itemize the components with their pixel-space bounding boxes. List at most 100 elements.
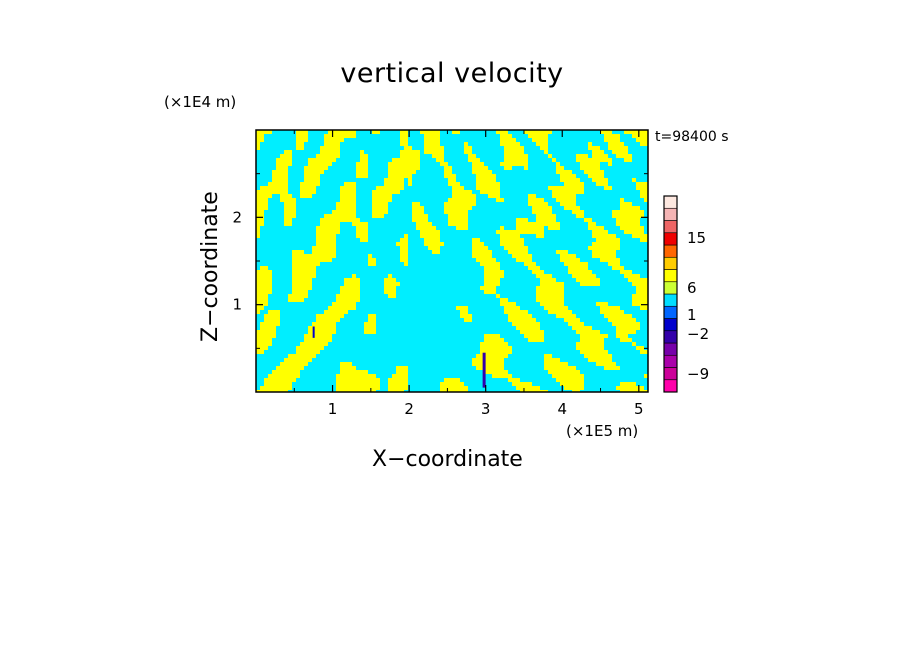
heatmap-cell (596, 254, 600, 258)
heatmap-cell (304, 130, 308, 134)
heatmap-cell (620, 198, 624, 202)
heatmap-cell (640, 194, 644, 198)
heatmap-cell (612, 262, 616, 266)
heatmap-cell (276, 382, 280, 386)
heatmap-cell (304, 282, 308, 286)
heatmap-cell (540, 130, 544, 134)
heatmap-cell (456, 202, 460, 206)
heatmap-cell (440, 158, 444, 162)
heatmap-cell (396, 166, 400, 170)
heatmap-cell (488, 278, 492, 282)
heatmap-cell (328, 322, 332, 326)
heatmap-cell (512, 158, 516, 162)
heatmap-cell (300, 130, 304, 134)
heatmap-cell (492, 190, 496, 194)
heatmap-cell (632, 382, 636, 386)
heatmap-cell (384, 186, 388, 190)
heatmap-cell (440, 382, 444, 386)
heatmap-cell (576, 210, 580, 214)
heatmap-cell (528, 258, 532, 262)
heatmap-cell (392, 186, 396, 190)
heatmap-cell (504, 234, 508, 238)
heatmap-cell (280, 366, 284, 370)
heatmap-cell (296, 266, 300, 270)
heatmap-cell (620, 222, 624, 226)
heatmap-cell (404, 142, 408, 146)
heatmap-cell (496, 282, 500, 286)
heatmap-cell (560, 370, 564, 374)
heatmap-cell (616, 366, 620, 370)
heatmap-cell (568, 258, 572, 262)
heatmap-cell (472, 246, 476, 250)
heatmap-cell (324, 150, 328, 154)
heatmap-cell (628, 322, 632, 326)
heatmap-cell (304, 186, 308, 190)
heatmap-cell (260, 294, 264, 298)
heatmap-cell (536, 202, 540, 206)
heatmap-cell (344, 386, 348, 390)
heatmap-cell (284, 222, 288, 226)
heatmap-cell (292, 378, 296, 382)
heatmap-cell (592, 178, 596, 182)
heatmap-cell (268, 338, 272, 342)
heatmap-cell (532, 266, 536, 270)
heatmap-cell (540, 390, 544, 392)
heatmap-cell (336, 314, 340, 318)
heatmap-cell (600, 154, 604, 158)
heatmap-cell (612, 142, 616, 146)
heatmap-cell (624, 214, 628, 218)
heatmap-cell (264, 190, 268, 194)
heatmap-cell (284, 378, 288, 382)
heatmap-cell (340, 378, 344, 382)
heatmap-cell (288, 202, 292, 206)
heatmap-cell (312, 166, 316, 170)
heatmap-cell (368, 322, 372, 326)
heatmap-cell (360, 390, 364, 392)
heatmap-cell (392, 278, 396, 282)
heatmap-cell (408, 158, 412, 162)
heatmap-cell (568, 318, 572, 322)
heatmap-cell (380, 202, 384, 206)
heatmap-cell (256, 146, 260, 150)
heatmap-cell (524, 310, 528, 314)
heatmap-cell (548, 154, 552, 158)
heatmap-cell (568, 322, 572, 326)
heatmap-cell (644, 278, 648, 282)
heatmap-cell (640, 190, 644, 194)
heatmap-cell (496, 366, 500, 370)
heatmap-cell (496, 194, 500, 198)
heatmap-cell (488, 362, 492, 366)
heatmap-cell (428, 230, 432, 234)
heatmap-cell (524, 154, 528, 158)
heatmap-cell (312, 174, 316, 178)
heatmap-cell (484, 190, 488, 194)
heatmap-cell (268, 386, 272, 390)
heatmap-cell (504, 350, 508, 354)
heatmap-cell (608, 262, 612, 266)
heatmap-cell (572, 374, 576, 378)
heatmap-cell (580, 262, 584, 266)
heatmap-cell (552, 290, 556, 294)
heatmap-cell (268, 286, 272, 290)
heatmap-cell (632, 282, 636, 286)
heatmap-cell (484, 186, 488, 190)
heatmap-cell (576, 342, 580, 346)
heatmap-cell (460, 390, 464, 392)
heatmap-cell (588, 326, 592, 330)
heatmap-cell (504, 158, 508, 162)
heatmap-cell (404, 382, 408, 386)
heatmap-cell (260, 286, 264, 290)
heatmap-cell (588, 330, 592, 334)
heatmap-cell (612, 134, 616, 138)
heatmap-cell (508, 346, 512, 350)
x-tick-label: 1 (328, 400, 338, 418)
heatmap-cell (600, 150, 604, 154)
heatmap-cell (608, 246, 612, 250)
heatmap-cell (344, 286, 348, 290)
heatmap-cell (368, 258, 372, 262)
heatmap-cell (552, 310, 556, 314)
colorbar-frame (663, 195, 678, 393)
heatmap-cell (524, 218, 528, 222)
heatmap-cell (552, 370, 556, 374)
heatmap-cell (352, 286, 356, 290)
